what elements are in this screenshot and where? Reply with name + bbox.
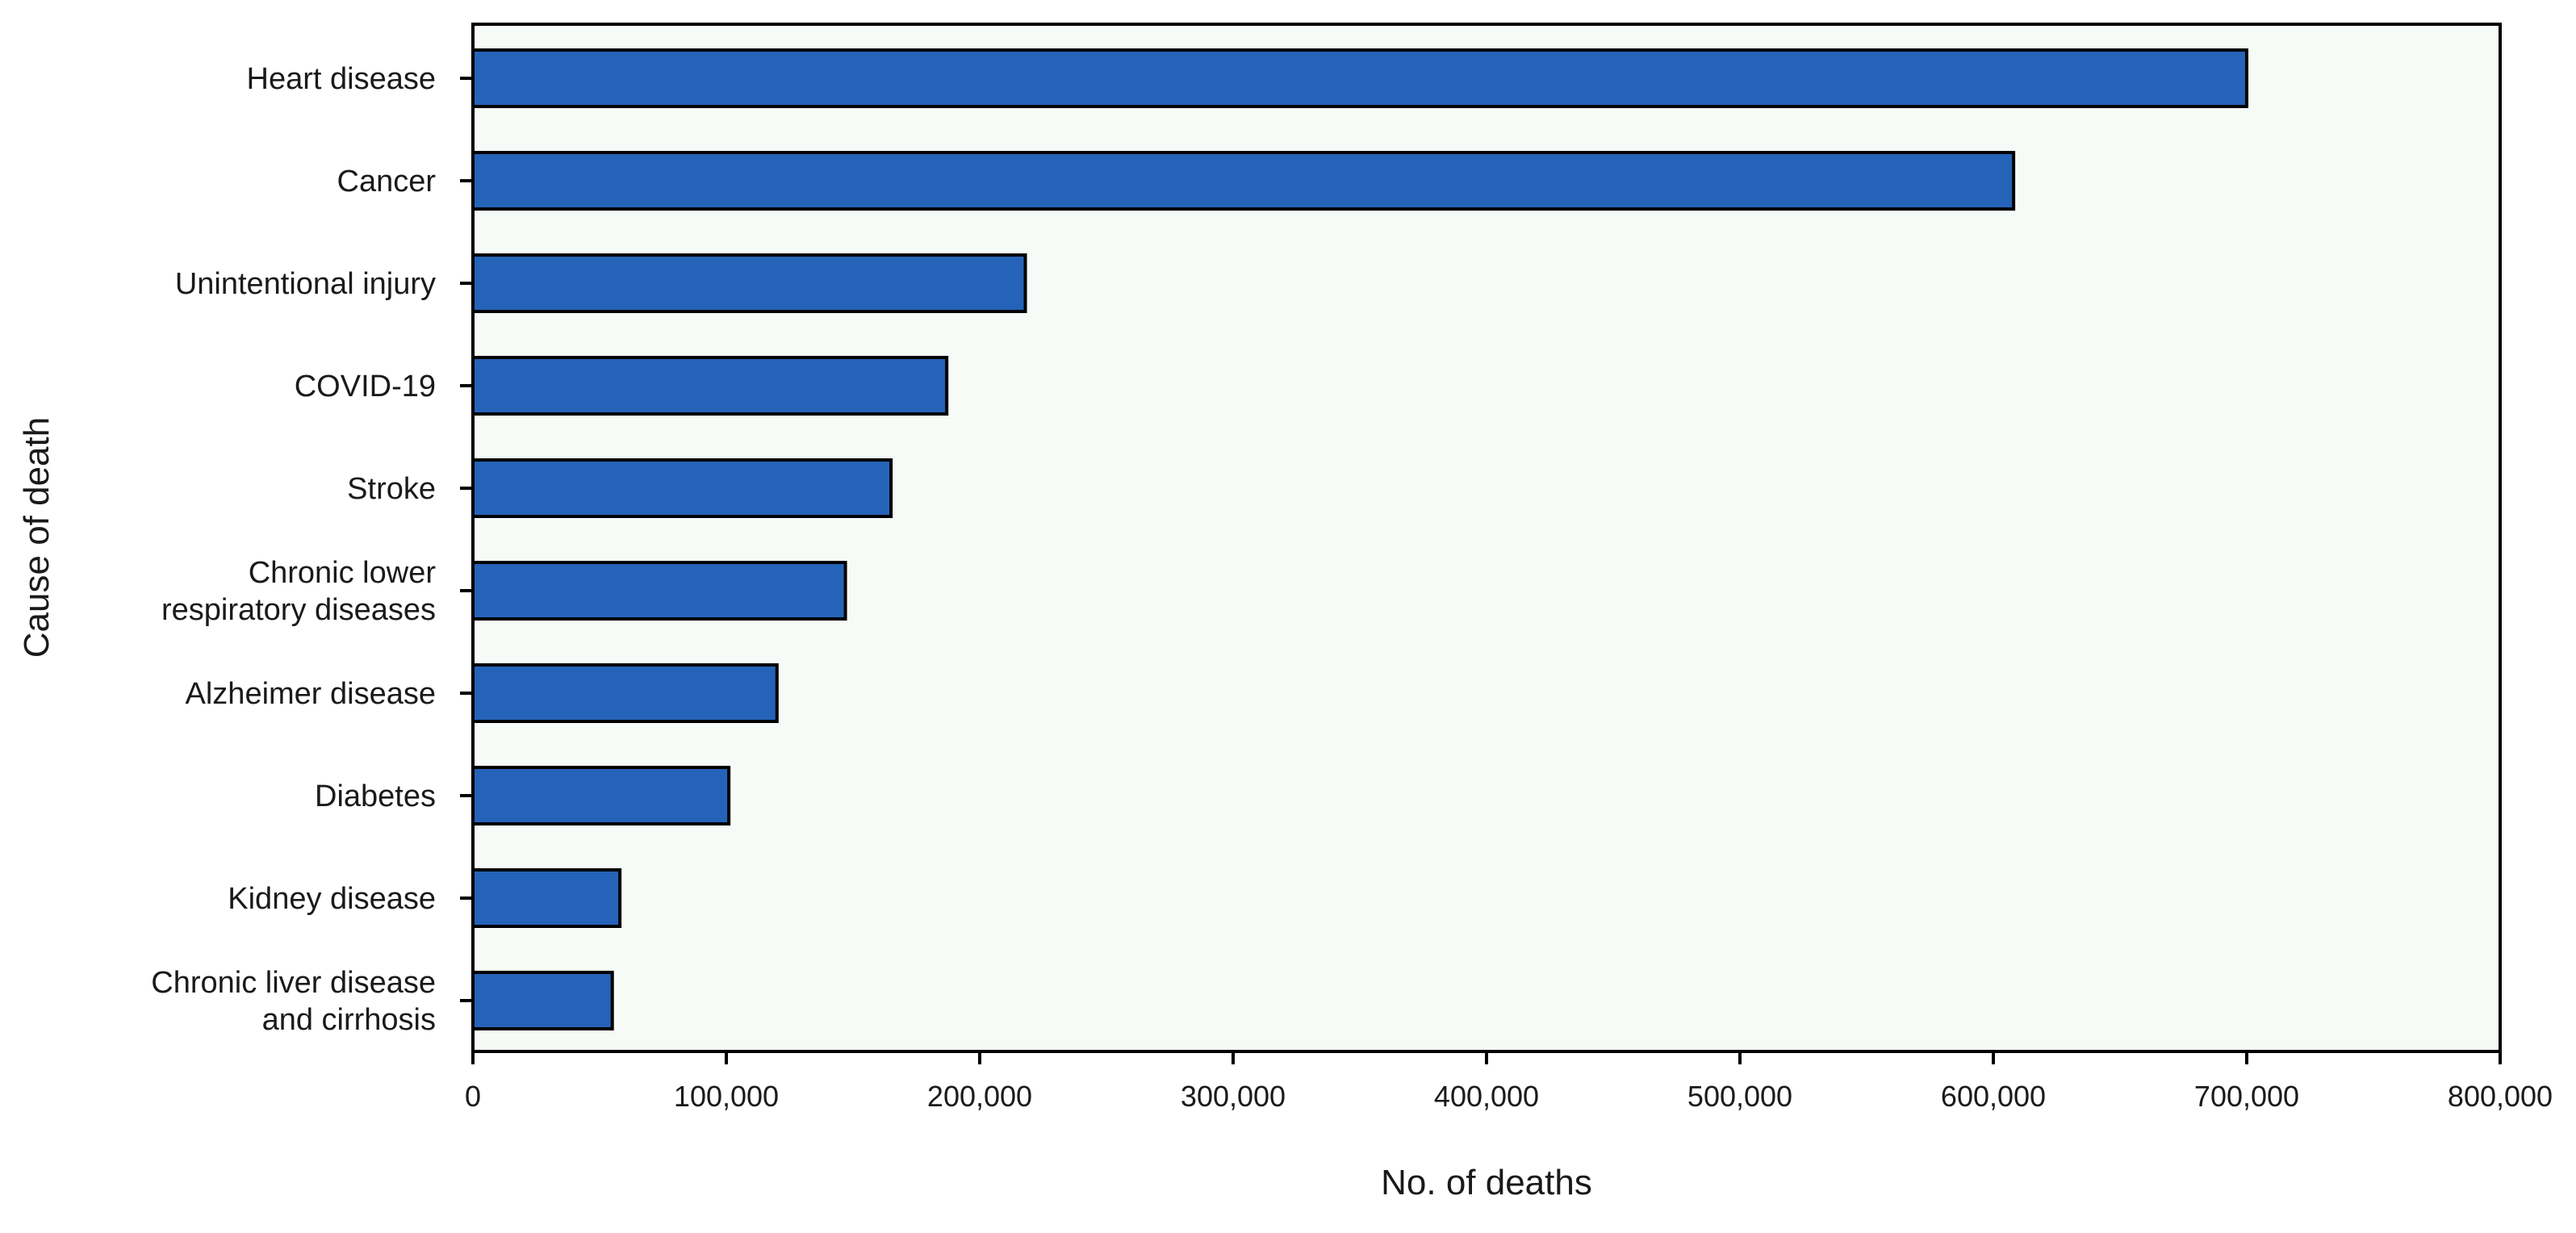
x-tick-label-4: 400,000 — [1434, 1080, 1539, 1113]
category-label-line: Diabetes — [315, 780, 436, 813]
x-tick-label-1: 100,000 — [674, 1080, 779, 1113]
category-label-4: Stroke — [347, 472, 436, 506]
bar-4 — [471, 458, 893, 518]
x-tick-label-3: 300,000 — [1181, 1080, 1286, 1113]
x-tick-label-5: 500,000 — [1687, 1080, 1792, 1113]
bar-1 — [471, 151, 2016, 211]
bar-7 — [471, 766, 731, 825]
bar-5 — [471, 561, 847, 621]
category-label-2: Unintentional injury — [175, 267, 436, 301]
category-label-line: Stroke — [347, 472, 436, 506]
plot-frame — [471, 23, 2502, 1053]
category-label-5: Chronic lower respiratory diseases — [161, 556, 436, 627]
category-label-line: respiratory diseases — [161, 593, 436, 627]
category-label-line: Heart disease — [247, 62, 436, 96]
category-label-line: Alzheimer disease — [186, 677, 436, 711]
category-label-line: Chronic liver disease — [151, 966, 436, 1000]
category-label-9: Chronic liver disease and cirrhosis — [151, 966, 436, 1037]
category-label-line: Kidney disease — [228, 882, 436, 916]
category-label-line: Chronic lower — [249, 556, 437, 590]
category-label-line: COVID-19 — [295, 370, 436, 403]
y-axis-title: Cause of death — [17, 417, 56, 658]
bar-0 — [471, 48, 2248, 108]
ticks-layer — [460, 77, 2502, 1064]
category-label-1: Cancer — [337, 165, 437, 199]
bar-3 — [471, 356, 949, 416]
category-label-6: Alzheimer disease — [186, 677, 436, 711]
labels-layer: Heart disease Cancer Unintentional injury C… — [151, 62, 2553, 1113]
bar-9 — [471, 971, 614, 1030]
bars-layer — [471, 48, 2248, 1030]
bar-8 — [471, 868, 622, 928]
category-label-0: Heart disease — [247, 62, 436, 96]
category-label-line: Cancer — [337, 165, 437, 199]
category-label-line: Unintentional injury — [175, 267, 436, 301]
x-tick-label-2: 200,000 — [927, 1080, 1032, 1113]
category-label-7: Diabetes — [315, 780, 436, 813]
bar-2 — [471, 253, 1027, 313]
category-label-3: COVID-19 — [295, 370, 436, 403]
x-tick-label-6: 600,000 — [1941, 1080, 2046, 1113]
x-tick-label-7: 700,000 — [2194, 1080, 2299, 1113]
category-label-line: and cirrhosis — [262, 1003, 436, 1037]
category-label-8: Kidney disease — [228, 882, 436, 916]
x-axis-title: No. of deaths — [1381, 1163, 1592, 1202]
x-tick-label-0: 0 — [465, 1080, 481, 1113]
x-tick-label-8: 800,000 — [2448, 1080, 2553, 1113]
bar-6 — [471, 663, 779, 723]
